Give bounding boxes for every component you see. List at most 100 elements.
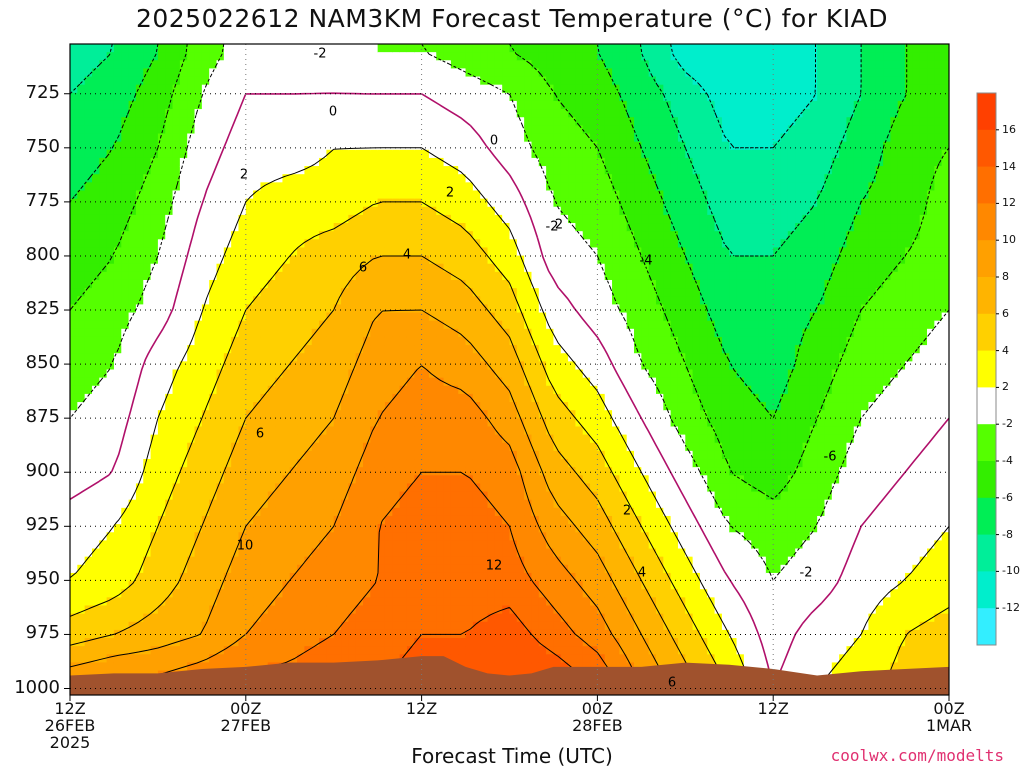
field-cell	[194, 393, 203, 403]
field-cell	[84, 353, 93, 362]
field-cell	[209, 100, 218, 110]
field-cell	[282, 475, 291, 485]
field-cell	[201, 418, 210, 428]
field-cell	[399, 377, 408, 387]
field-cell	[370, 491, 379, 501]
field-cell	[106, 198, 115, 208]
field-cell	[150, 467, 159, 476]
field-cell	[267, 353, 276, 362]
field-cell	[172, 507, 181, 517]
field-cell	[516, 662, 525, 672]
field-cell	[502, 60, 511, 70]
field-cell	[187, 621, 196, 631]
field-cell	[172, 239, 181, 249]
field-cell	[194, 361, 203, 371]
field-cell	[341, 515, 349, 525]
field-cell	[201, 597, 210, 607]
field-cell	[443, 507, 452, 517]
field-cell	[260, 100, 269, 110]
field-cell	[245, 361, 254, 371]
field-cell	[223, 125, 232, 135]
field-cell	[267, 141, 276, 151]
field-cell	[267, 410, 276, 419]
field-cell	[399, 263, 408, 273]
field-cell	[231, 109, 240, 118]
field-cell	[509, 581, 518, 590]
field-cell	[253, 76, 262, 86]
field-cell	[377, 556, 386, 566]
field-cell	[77, 100, 86, 110]
field-cell	[363, 475, 371, 485]
field-cell	[209, 515, 218, 525]
field-cell	[99, 385, 108, 395]
field-cell	[443, 589, 452, 598]
field-cell	[150, 109, 159, 118]
field-cell	[91, 507, 100, 517]
field-cell	[260, 385, 269, 395]
field-cell	[487, 255, 496, 265]
field-cell	[480, 662, 489, 672]
field-cell	[245, 231, 254, 240]
field-cell	[458, 442, 467, 452]
field-cell	[428, 271, 437, 281]
field-cell	[341, 312, 349, 322]
field-cell	[165, 198, 174, 208]
field-cell	[297, 109, 305, 118]
field-cell	[150, 654, 159, 664]
field-cell	[165, 174, 174, 183]
field-cell	[494, 312, 503, 322]
field-cell	[443, 524, 452, 533]
field-cell	[516, 239, 525, 249]
field-cell	[516, 532, 525, 541]
field-cell	[194, 556, 203, 566]
field-cell	[179, 206, 188, 216]
field-cell	[253, 450, 262, 460]
field-cell	[472, 133, 481, 143]
field-cell	[480, 426, 489, 436]
field-cell	[253, 100, 262, 110]
field-cell	[253, 247, 262, 257]
field-cell	[465, 629, 474, 639]
field-cell	[465, 467, 474, 476]
field-cell	[216, 206, 225, 216]
field-cell	[450, 434, 459, 444]
field-cell	[238, 76, 247, 86]
field-cell	[406, 320, 415, 330]
field-cell	[223, 589, 232, 598]
field-cell	[282, 92, 291, 102]
field-cell	[84, 361, 93, 371]
field-cell	[172, 450, 181, 460]
field-cell	[363, 214, 371, 224]
field-cell	[253, 475, 262, 485]
field-cell	[524, 52, 533, 61]
field-cell	[201, 467, 210, 476]
field-cell	[113, 76, 122, 86]
field-cell	[421, 255, 430, 265]
field-cell	[150, 613, 159, 623]
field-cell	[289, 304, 298, 314]
field-cell	[355, 654, 364, 664]
field-cell	[414, 52, 423, 61]
field-cell	[509, 507, 518, 517]
field-cell	[384, 76, 393, 86]
field-cell	[99, 605, 108, 615]
field-cell	[341, 149, 349, 159]
field-cell	[201, 646, 210, 655]
field-cell	[253, 239, 262, 249]
field-cell	[209, 166, 218, 175]
field-cell	[355, 548, 364, 558]
field-cell	[304, 621, 313, 631]
field-cell	[201, 84, 210, 94]
field-cell	[348, 361, 357, 371]
field-cell	[341, 157, 349, 167]
field-cell	[201, 60, 210, 70]
field-cell	[157, 149, 166, 159]
field-cell	[231, 44, 240, 53]
field-cell	[84, 499, 93, 509]
field-cell	[99, 84, 108, 94]
field-cell	[172, 418, 181, 428]
field-cell	[311, 100, 320, 110]
field-cell	[333, 450, 342, 460]
field-cell	[450, 442, 459, 452]
field-cell	[282, 68, 291, 78]
